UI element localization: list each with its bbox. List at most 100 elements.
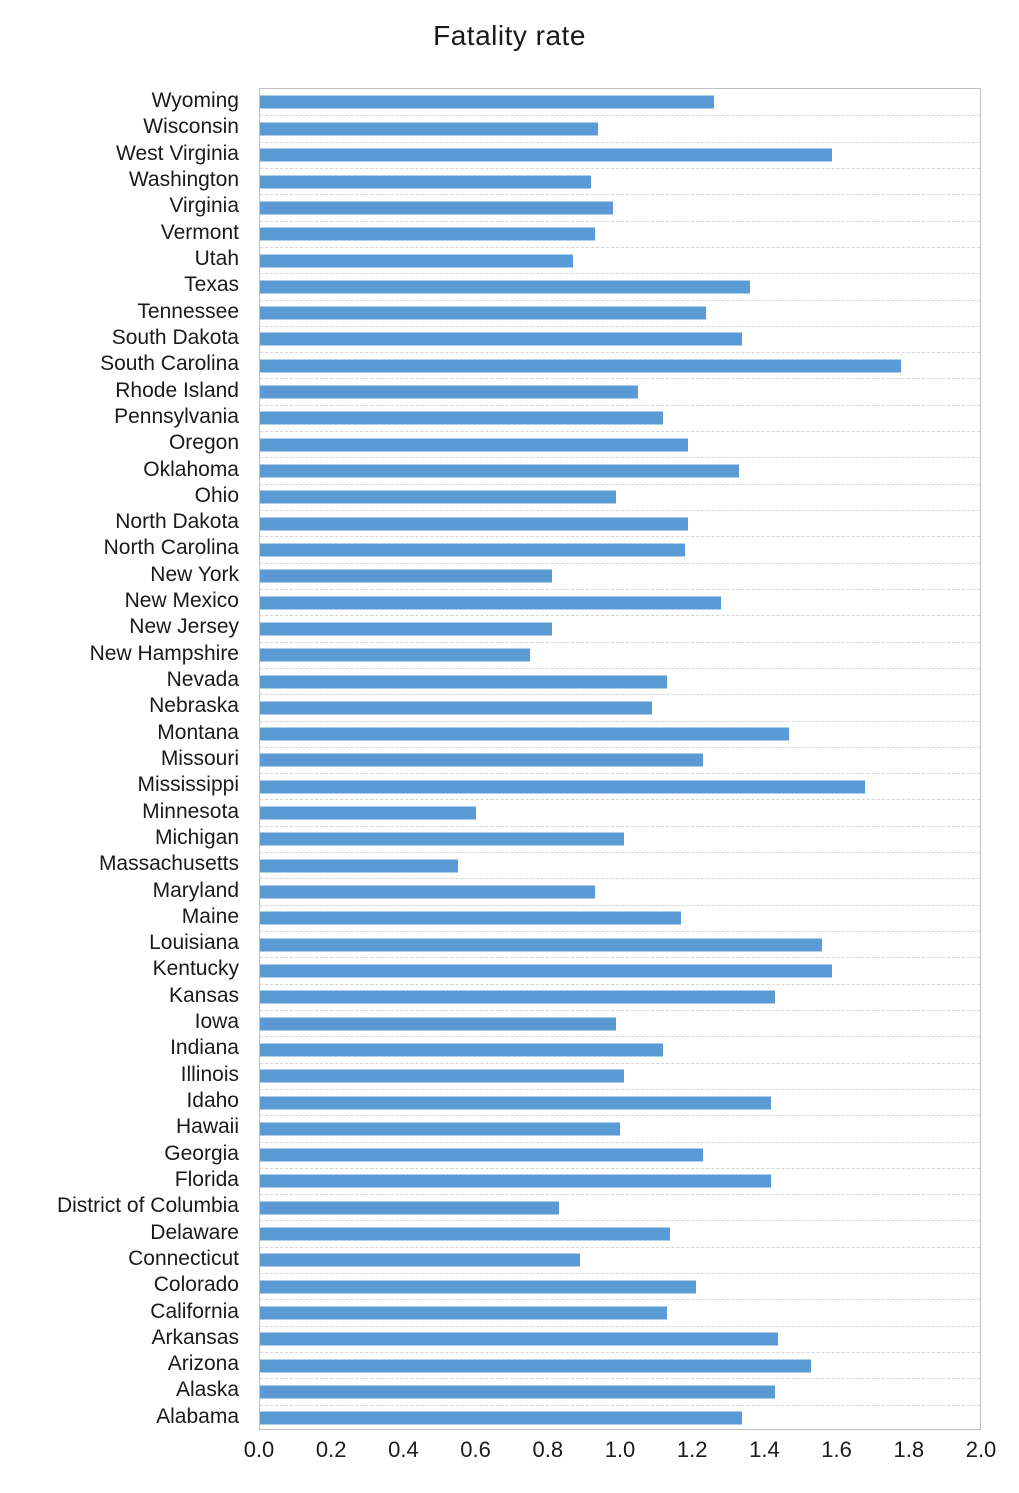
bar-oregon (260, 438, 689, 452)
bar-florida (260, 1174, 772, 1188)
x-axis: 0.0 0.2 0.4 0.6 0.8 1.0 1.2 1.4 1.6 1.8 2.0 (0, 1437, 1019, 1467)
category-row-utah (260, 246, 980, 273)
category-row-mississippi (260, 773, 980, 799)
y-axis-label-rhode-island: Rhode Island (115, 378, 239, 402)
category-row-illinois (260, 1062, 980, 1089)
x-axis-tick-1.4: 1.4 (749, 1437, 780, 1462)
y-axis-label-oregon: Oregon (168, 431, 239, 455)
bar-kansas (260, 990, 775, 1004)
bar-rhode-island (260, 385, 638, 399)
bar-new-hampshire (260, 648, 530, 662)
bar-massachusetts (260, 859, 458, 873)
y-axis-label-iowa: Iowa (194, 1010, 239, 1034)
y-axis-label-illinois: Illinois (180, 1062, 239, 1086)
bar-indiana (260, 1043, 664, 1057)
bar-wisconsin (260, 122, 599, 136)
y-axis-label-new-mexico: New Mexico (124, 589, 239, 613)
y-axis-label-nebraska: Nebraska (149, 694, 239, 718)
bar-north-carolina (260, 543, 685, 557)
bar-georgia (260, 1148, 703, 1162)
bar-west-virginia (260, 148, 833, 162)
y-axis-label-colorado: Colorado (153, 1273, 239, 1297)
category-row-massachusetts (260, 852, 980, 878)
category-row-oregon (260, 431, 980, 457)
bar-alaska (260, 1385, 775, 1399)
category-row-south-carolina (260, 352, 980, 378)
bar-new-york (260, 569, 552, 583)
category-row-maryland (260, 878, 980, 904)
y-axis-label-arizona: Arizona (167, 1352, 239, 1376)
y-axis-label-indiana: Indiana (170, 1036, 239, 1060)
y-axis-label-south-carolina: South Carolina (100, 352, 239, 376)
category-row-wisconsin (260, 115, 980, 141)
y-axis-label-california: California (150, 1299, 239, 1323)
bar-pennsylvania (260, 411, 664, 425)
category-row-kansas (260, 983, 980, 1010)
category-row-montana (260, 720, 980, 747)
bar-washington (260, 175, 592, 189)
y-axis-label-new-york: New York (150, 562, 239, 586)
category-row-california (260, 1299, 980, 1325)
bar-mississippi (260, 780, 865, 794)
y-axis-label-montana: Montana (157, 720, 239, 744)
category-row-rhode-island (260, 378, 980, 404)
bar-utah (260, 254, 574, 268)
category-row-new-jersey (260, 615, 980, 641)
y-axis-label-mississippi: Mississippi (137, 773, 239, 797)
bar-iowa (260, 1017, 617, 1031)
y-axis-label-ohio: Ohio (194, 483, 239, 507)
bar-virginia (260, 201, 613, 215)
y-axis-label-missouri: Missouri (160, 746, 239, 770)
category-row-nevada (260, 667, 980, 694)
x-axis-tick-0.4: 0.4 (388, 1437, 419, 1462)
category-row-michigan (260, 825, 980, 852)
category-row-vermont (260, 220, 980, 247)
y-axis-label-texas: Texas (184, 273, 239, 297)
x-axis-tick-0.8: 0.8 (532, 1437, 564, 1462)
y-axis-label-michigan: Michigan (154, 825, 239, 849)
y-axis-label-utah: Utah (194, 247, 239, 271)
bar-new-jersey (260, 622, 552, 636)
category-row-iowa (260, 1009, 980, 1036)
bar-idaho (260, 1096, 772, 1110)
y-axis-label-north-dakota: North Dakota (115, 510, 239, 534)
category-row-new-york (260, 562, 980, 589)
bar-nevada (260, 675, 667, 689)
x-axis-tick-0.6: 0.6 (460, 1437, 491, 1462)
category-row-district-of-columbia (260, 1194, 980, 1220)
category-row-wyoming (260, 89, 980, 115)
bar-minnesota (260, 806, 476, 820)
y-axis-label-virginia: Virginia (169, 194, 239, 218)
category-row-new-hampshire (260, 641, 980, 668)
category-row-ohio (260, 483, 980, 510)
category-row-connecticut (260, 1246, 980, 1273)
y-axis-label-massachusetts: Massachusetts (98, 852, 239, 876)
category-row-washington (260, 167, 980, 194)
y-axis-label-kansas: Kansas (168, 983, 239, 1007)
category-row-oklahoma (260, 457, 980, 483)
bar-alabama (260, 1411, 743, 1425)
category-row-kentucky (260, 957, 980, 983)
category-row-arkansas (260, 1325, 980, 1352)
bar-montana (260, 727, 790, 741)
bar-illinois (260, 1069, 624, 1083)
y-axis-label-wisconsin: Wisconsin (143, 115, 239, 139)
y-axis-label-washington: Washington (128, 168, 239, 192)
y-axis-label-maine: Maine (181, 904, 239, 928)
bar-louisiana (260, 938, 822, 952)
bar-tennessee (260, 306, 707, 320)
category-row-colorado (260, 1273, 980, 1299)
bar-kentucky (260, 964, 833, 978)
y-axis-label-alabama: Alabama (156, 1404, 239, 1428)
x-axis-tick-1.6: 1.6 (821, 1437, 852, 1462)
y-axis-label-new-hampshire: New Hampshire (89, 641, 239, 665)
category-row-new-mexico (260, 588, 980, 615)
bar-south-carolina (260, 359, 901, 373)
bar-district-of-columbia (260, 1201, 559, 1215)
x-axis-tick-0.0: 0.0 (243, 1437, 275, 1462)
bar-colorado (260, 1280, 696, 1294)
y-axis-label-florida: Florida (174, 1167, 239, 1191)
y-axis-label-oklahoma: Oklahoma (143, 457, 239, 481)
bar-delaware (260, 1227, 671, 1241)
